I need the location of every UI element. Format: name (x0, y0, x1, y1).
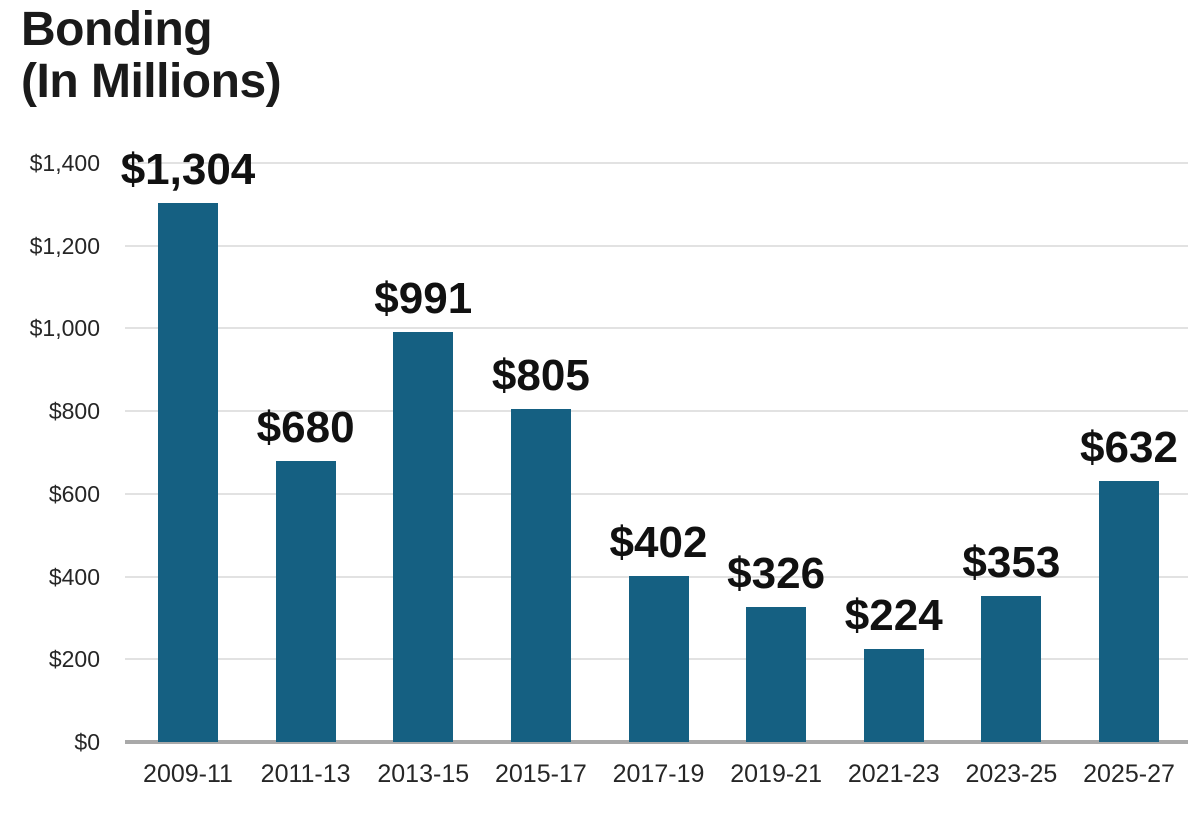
y-axis-tick-label: $600 (48, 480, 100, 507)
x-axis-tick-label: 2017-19 (612, 760, 705, 788)
x-axis-tick-label: 2013-15 (377, 760, 470, 788)
x-axis-line (125, 740, 1188, 744)
chart-title: Bonding (In Millions) (21, 3, 282, 108)
chart-title-line-1: Bonding (21, 3, 213, 56)
bar-value-label: $805 (491, 351, 590, 401)
bar-value-label: $632 (1080, 422, 1178, 472)
chart-title-line-2: (In Millions) (21, 55, 282, 108)
bar-value-label: $991 (374, 274, 473, 324)
bar (393, 332, 454, 742)
bar (158, 202, 218, 742)
gridline (125, 162, 1188, 164)
y-axis-tick-label: $0 (74, 729, 100, 755)
gridline (125, 244, 1188, 247)
bar (1099, 480, 1159, 742)
bar (746, 607, 807, 742)
bar (275, 460, 336, 742)
gridline (125, 410, 1188, 413)
x-axis-tick-label: 2019-21 (730, 760, 822, 788)
bar-value-label: $1,304 (120, 144, 256, 194)
gridline (125, 492, 1188, 495)
bar-value-label: $326 (727, 549, 826, 599)
x-axis-tick-label: 2015-17 (495, 760, 587, 788)
y-axis-tick-label: $1,400 (29, 150, 100, 176)
x-axis-tick-label: 2011-13 (260, 760, 351, 788)
bar-value-label: $680 (256, 402, 355, 452)
x-axis-tick-label: 2023-25 (965, 760, 1058, 788)
y-axis-tick-label: $1,200 (29, 232, 100, 259)
bar (981, 596, 1042, 742)
bar-value-label: $224 (844, 591, 943, 641)
x-axis-tick-label: 2025-27 (1083, 760, 1175, 788)
y-axis-tick-label: $200 (48, 646, 100, 673)
bar-value-label: $353 (962, 538, 1061, 587)
bar-value-label: $402 (609, 517, 708, 567)
x-axis-tick-label: 2009-11 (143, 760, 233, 788)
bar (628, 575, 689, 742)
y-axis-tick-label: $800 (48, 398, 100, 425)
y-axis-tick-label: $400 (48, 563, 100, 590)
bar (510, 409, 571, 742)
x-axis-tick-label: 2021-23 (847, 760, 940, 788)
bar (863, 649, 924, 742)
y-axis-tick-label: $1,000 (29, 315, 100, 342)
gridline (125, 327, 1188, 330)
